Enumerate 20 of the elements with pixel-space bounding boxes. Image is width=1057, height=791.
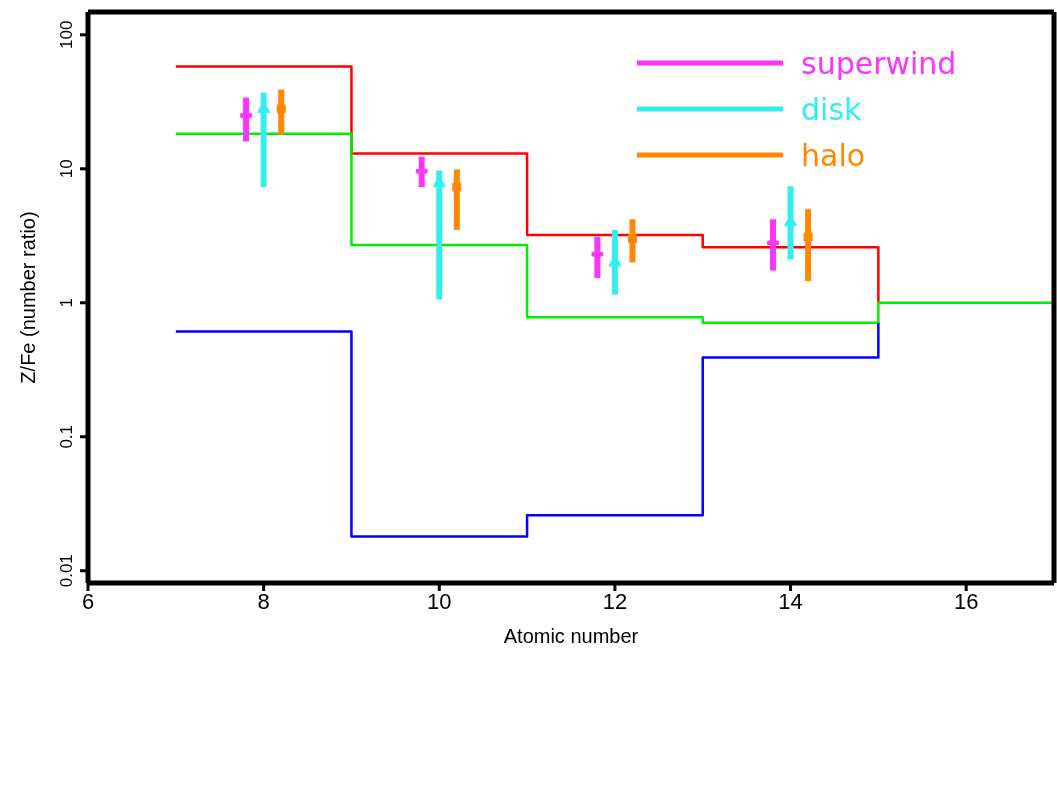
legend-label: halo [801, 137, 866, 173]
y-tick-label: 0.01 [57, 554, 76, 588]
y-axis-title: Z/Fe (number ratio) [17, 211, 40, 384]
x-tick-label: 10 [427, 588, 452, 614]
legend-label: superwind [801, 45, 957, 81]
legend-label: disk [801, 91, 862, 127]
x-tick-label: 8 [257, 588, 270, 614]
y-tick-label: 0.1 [57, 424, 76, 449]
point [627, 234, 637, 244]
y-tick-label: 1 [57, 298, 76, 308]
y-tick-label: 10 [57, 159, 76, 179]
point [803, 232, 813, 242]
x-tick-label: 6 [81, 588, 95, 614]
x-tick-label: 16 [953, 588, 979, 614]
y-tick-label: 100 [57, 20, 76, 49]
x-axis-title: Atomic number [503, 625, 639, 647]
point [276, 104, 286, 114]
point [452, 182, 462, 192]
x-tick-label: 14 [778, 588, 803, 614]
x-tick-label: 12 [602, 588, 628, 614]
